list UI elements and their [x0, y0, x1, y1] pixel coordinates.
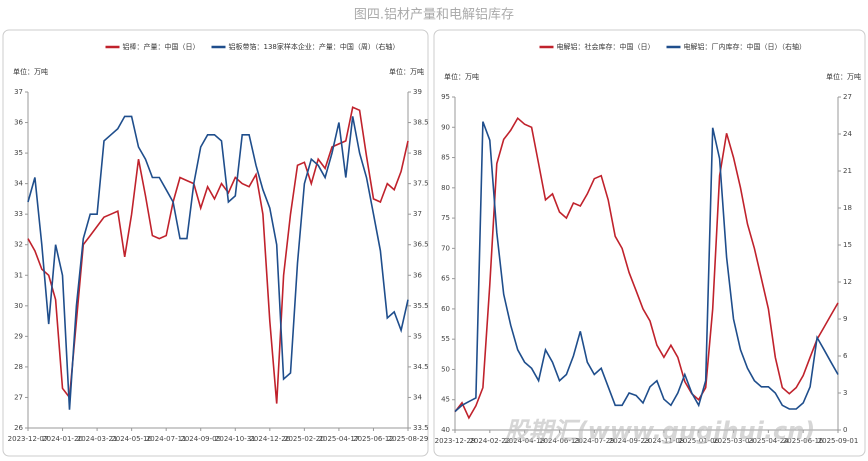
y-tick-label: 35: [14, 149, 23, 157]
x-tick-label: 2024-06-13: [539, 437, 580, 445]
y-tick-label: 80: [441, 184, 450, 192]
x-tick-label: 2023-12-28: [435, 437, 476, 445]
x-tick-label: 2024-02-22: [469, 437, 510, 445]
y-tick-label: 26: [14, 424, 23, 432]
series-line: [27, 106, 409, 404]
x-tick-label: 2025-06-16: [783, 437, 824, 445]
x-tick-label: 2025-01-06: [678, 437, 719, 445]
y-tick-label: 90: [441, 123, 450, 131]
x-tick-label: 2025-02-20: [284, 435, 325, 443]
x-tick-label: 2024-07-11: [146, 435, 187, 443]
y2-tick-label: 0: [843, 426, 847, 434]
x-tick-label: 2024-09-05: [180, 435, 221, 443]
y2-tick-label: 39: [413, 88, 422, 96]
y-tick-label: 55: [441, 335, 450, 343]
legend-label: 电解铝：厂内库存：中国（日）（右轴）: [684, 42, 807, 51]
x-tick-label: 2024-12-26: [249, 435, 290, 443]
y2-tick-label: 6: [843, 352, 848, 360]
y2-tick-label: 38: [413, 149, 422, 157]
y-tick-label: 95: [441, 93, 450, 101]
y2-unit-label: 单位：万吨: [826, 72, 861, 81]
y2-tick-label: 35: [413, 332, 422, 340]
y-tick-label: 33: [14, 210, 23, 218]
y-tick-label: 75: [441, 214, 450, 222]
x-tick-label: 2025-04-24: [748, 437, 789, 445]
series-line: [454, 116, 839, 420]
x-tick-label: 2024-03-21: [77, 435, 118, 443]
watermark: 股期汇(www.gugihui.cn): [504, 417, 816, 445]
y2-tick-label: 33.5: [413, 424, 429, 432]
y2-tick-label: 21: [843, 167, 852, 175]
x-tick-label: 2023-12-07: [8, 435, 49, 443]
y-tick-label: 45: [441, 396, 450, 404]
y-tick-label: 36: [14, 119, 23, 127]
y2-unit-label: 单位：万吨: [389, 67, 424, 76]
y-tick-label: 60: [441, 305, 450, 313]
y2-tick-label: 36: [413, 271, 422, 279]
x-tick-label: 2024-09-23: [609, 437, 650, 445]
y2-tick-label: 37: [413, 210, 422, 218]
panel: [433, 29, 866, 457]
y2-tick-label: 9: [843, 315, 847, 323]
y-tick-label: 50: [441, 365, 450, 373]
legend-label: 铝板带箔：138家样本企业：产量：中国（周）（右轴）: [229, 42, 400, 51]
y-unit-label: 单位：万吨: [444, 72, 479, 81]
y2-tick-label: 15: [843, 241, 852, 249]
y2-tick-label: 35.5: [413, 302, 429, 310]
y-tick-label: 27: [14, 393, 23, 401]
x-tick-label: 2025-06-12: [353, 435, 394, 443]
y2-tick-label: 37.5: [413, 180, 429, 188]
x-tick-label: 2025-08-29: [388, 435, 429, 443]
y2-tick-label: 3: [843, 389, 847, 397]
x-tick-label: 2024-01-20: [42, 435, 83, 443]
legend-label: 电解铝：社会库存：中国（日）: [557, 42, 655, 51]
y-tick-label: 28: [14, 363, 23, 371]
y2-tick-label: 18: [843, 204, 852, 212]
y-tick-label: 34: [14, 180, 23, 188]
x-tick-label: 2025-03-03: [713, 437, 754, 445]
y-tick-label: 31: [14, 271, 23, 279]
y-tick-label: 30: [14, 302, 23, 310]
y2-tick-label: 38.5: [413, 119, 429, 127]
x-tick-label: 2025-09-01: [818, 437, 859, 445]
y-tick-label: 85: [441, 154, 450, 162]
panel: [2, 29, 429, 457]
y2-tick-label: 36.5: [413, 241, 429, 249]
x-tick-label: 2024-04-18: [504, 437, 545, 445]
series-line: [27, 115, 409, 410]
y-tick-label: 32: [14, 241, 23, 249]
y-tick-label: 70: [441, 244, 450, 252]
x-tick-label: 2024-11-08: [644, 437, 685, 445]
y-tick-label: 65: [441, 275, 450, 283]
y-tick-label: 40: [441, 426, 450, 434]
y2-tick-label: 27: [843, 93, 852, 101]
y-tick-label: 29: [14, 332, 23, 340]
legend-label: 铝棒：产量：中国（日）: [123, 42, 200, 51]
y2-tick-label: 34: [413, 393, 422, 401]
x-tick-label: 2025-04-17: [319, 435, 360, 443]
y-unit-label: 单位：万吨: [13, 67, 48, 76]
y2-tick-label: 12: [843, 278, 852, 286]
y2-tick-label: 34.5: [413, 363, 429, 371]
x-tick-label: 2024-10-31: [215, 435, 256, 443]
figure-title: 图四.铝材产量和电解铝库存: [354, 7, 514, 23]
x-tick-label: 2024-07-29: [574, 437, 615, 445]
x-tick-label: 2024-05-16: [111, 435, 152, 443]
series-line: [454, 121, 839, 413]
y2-tick-label: 24: [843, 130, 852, 138]
y-tick-label: 37: [14, 88, 23, 96]
